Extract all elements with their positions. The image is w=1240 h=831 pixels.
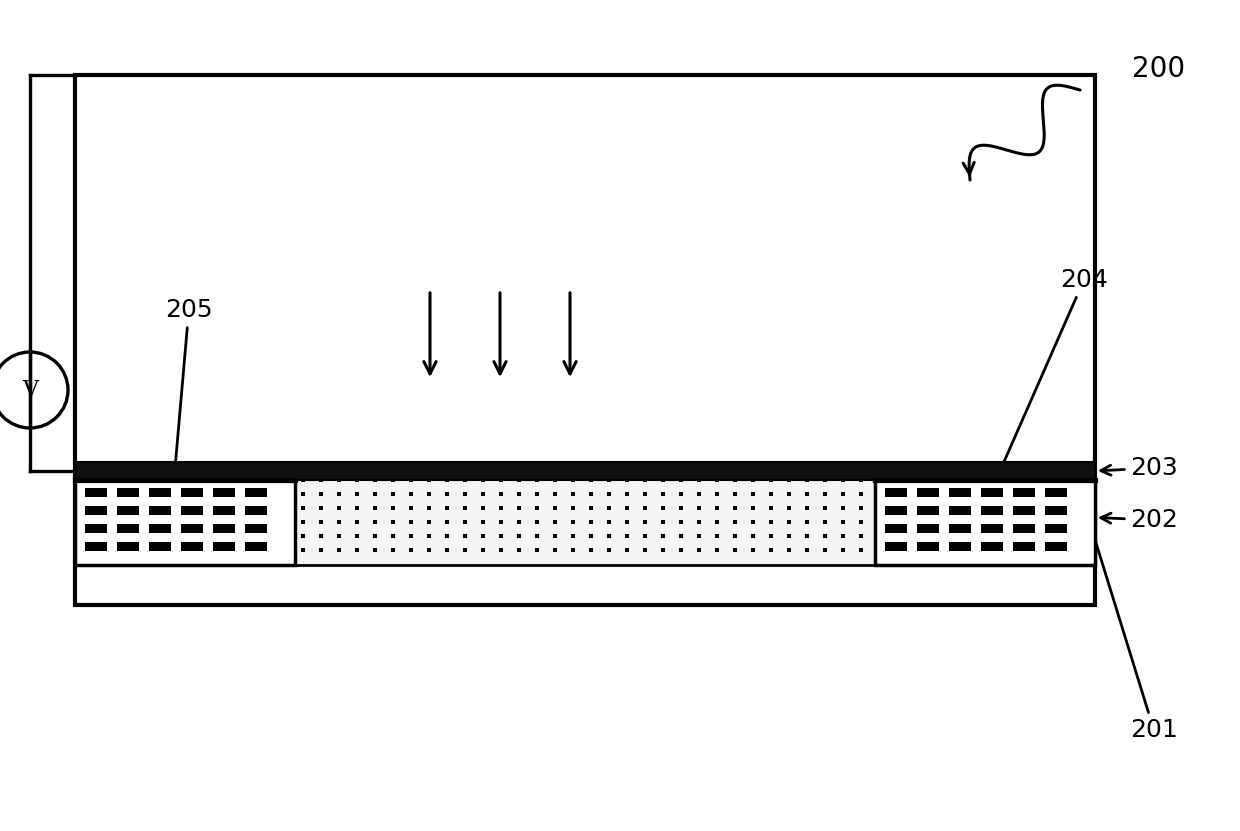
Bar	[1045, 506, 1066, 515]
Bar	[949, 524, 971, 533]
Bar	[213, 524, 236, 533]
Bar	[213, 542, 236, 551]
Circle shape	[0, 352, 68, 428]
Text: 203: 203	[1101, 456, 1178, 480]
Bar	[918, 524, 939, 533]
Bar	[246, 542, 267, 551]
Bar	[117, 506, 139, 515]
Bar	[949, 488, 971, 497]
Bar	[74, 462, 1095, 480]
Bar	[981, 524, 1003, 533]
Bar	[86, 506, 107, 515]
Bar	[885, 524, 906, 533]
Text: 201: 201	[1075, 480, 1178, 742]
Bar	[181, 506, 203, 515]
Bar	[1013, 524, 1035, 533]
Bar	[149, 542, 171, 551]
Bar	[74, 75, 1095, 605]
Bar	[1013, 506, 1035, 515]
Text: 200: 200	[1132, 55, 1185, 83]
Text: 205: 205	[165, 298, 212, 475]
Bar	[117, 524, 139, 533]
Bar	[74, 470, 1095, 565]
Bar	[885, 488, 906, 497]
Text: 202: 202	[1101, 508, 1178, 532]
Bar	[213, 488, 236, 497]
Bar	[149, 506, 171, 515]
Bar	[981, 488, 1003, 497]
Bar	[86, 524, 107, 533]
Bar	[74, 480, 295, 565]
Bar	[149, 524, 171, 533]
Bar	[246, 524, 267, 533]
Bar	[117, 488, 139, 497]
Bar	[1045, 488, 1066, 497]
Bar	[86, 488, 107, 497]
Bar	[981, 542, 1003, 551]
Text: 204: 204	[998, 268, 1107, 475]
Bar	[86, 542, 107, 551]
Bar	[875, 480, 1095, 565]
Bar	[213, 506, 236, 515]
Bar	[1013, 542, 1035, 551]
Text: V: V	[22, 379, 38, 401]
Bar	[918, 488, 939, 497]
Bar	[246, 506, 267, 515]
Bar	[949, 542, 971, 551]
Bar	[885, 506, 906, 515]
Bar	[181, 488, 203, 497]
Bar	[1045, 542, 1066, 551]
Bar	[981, 506, 1003, 515]
Bar	[949, 506, 971, 515]
Bar	[181, 524, 203, 533]
Bar	[117, 542, 139, 551]
Bar	[246, 488, 267, 497]
Bar	[918, 542, 939, 551]
Bar	[149, 488, 171, 497]
Bar	[885, 542, 906, 551]
Bar	[181, 542, 203, 551]
Bar	[918, 506, 939, 515]
Bar	[1045, 524, 1066, 533]
Bar	[1013, 488, 1035, 497]
